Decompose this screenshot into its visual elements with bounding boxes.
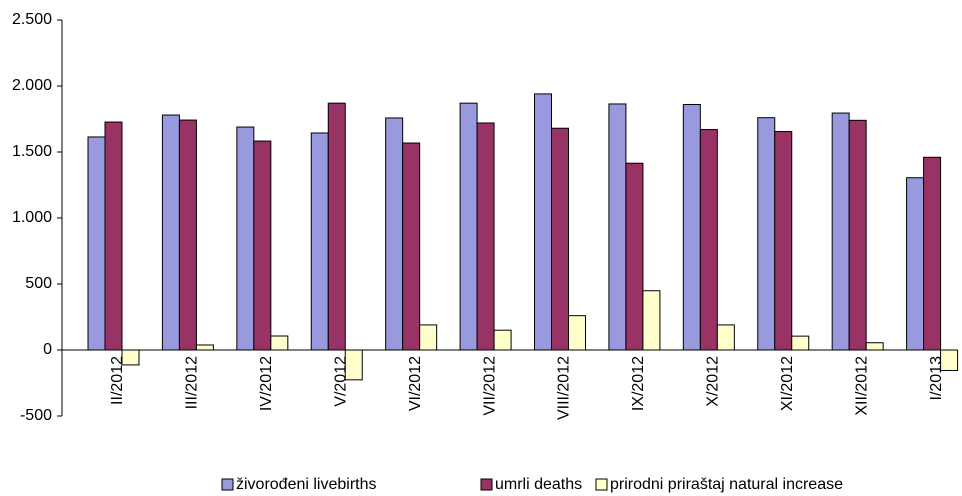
x-tick-label: I/2013: [928, 356, 945, 401]
x-tick-label: IV/2012: [258, 356, 275, 411]
bar: [757, 117, 776, 351]
bar: [178, 119, 197, 351]
y-tick-label: 1.000: [12, 209, 52, 226]
legend-label: živorođeni livebirths: [236, 476, 377, 493]
x-tick-label: V/2012: [332, 356, 349, 407]
bar: [568, 315, 586, 351]
bar: [791, 335, 810, 351]
legend-label: prirodni priraštaj natural increase: [610, 476, 843, 493]
y-tick-label: -500: [20, 407, 52, 424]
x-tick-label: XI/2012: [779, 356, 796, 411]
x-tick-label: VI/2012: [407, 356, 424, 411]
bar: [551, 127, 569, 351]
bar: [699, 129, 718, 351]
bar: [831, 112, 850, 351]
bar: [195, 344, 214, 351]
bar: [385, 117, 404, 351]
bar: [236, 126, 255, 351]
bar: [906, 177, 925, 351]
bar: [270, 335, 289, 351]
bar: [87, 136, 106, 351]
x-tick-label: VIII/2012: [556, 356, 573, 420]
bar: [716, 324, 735, 351]
bar: [642, 290, 661, 351]
y-tick-label: 1.500: [12, 143, 52, 160]
legend-label: umrli deaths: [495, 476, 582, 493]
x-tick-label: III/2012: [184, 356, 201, 409]
x-tick-label: VII/2012: [481, 356, 498, 416]
bar: [923, 156, 942, 351]
bar: [459, 102, 478, 351]
bar: [774, 131, 793, 351]
bar: [848, 119, 867, 351]
bar: [865, 342, 884, 351]
bar: [419, 324, 438, 351]
bar: [161, 114, 180, 351]
x-tick-label: II/2012: [109, 356, 126, 405]
legend-swatch: [221, 478, 234, 491]
bar: [625, 162, 644, 351]
bar: [534, 93, 552, 351]
bar: [493, 329, 512, 351]
bar: [402, 142, 421, 351]
bar: [682, 103, 701, 351]
bar: [253, 140, 272, 351]
y-tick-label: 500: [25, 275, 52, 292]
bar: [476, 122, 495, 351]
bar: [608, 103, 627, 351]
bar: [310, 132, 329, 351]
y-tick-label: 0: [43, 341, 52, 358]
bar: [327, 102, 346, 351]
x-tick-label: X/2012: [705, 356, 722, 407]
y-tick-label: 2.500: [12, 11, 52, 28]
legend-swatch: [595, 478, 608, 491]
y-tick-label: 2.000: [12, 77, 52, 94]
x-tick-label: IX/2012: [630, 356, 647, 411]
bar: [104, 121, 123, 351]
legend-swatch: [480, 478, 493, 491]
x-tick-label: XII/2012: [853, 356, 870, 416]
